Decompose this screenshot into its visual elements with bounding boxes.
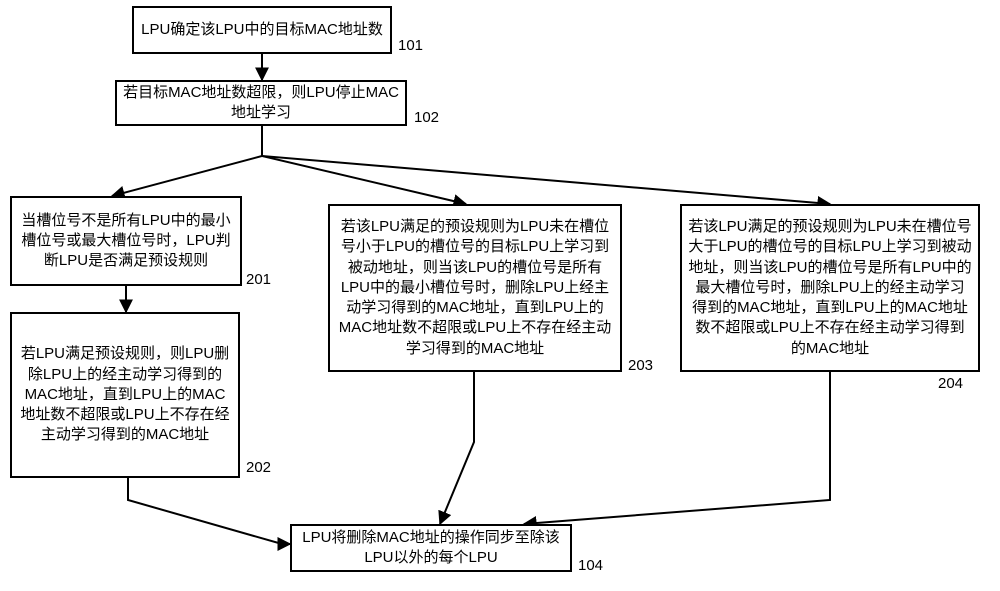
node-202: 若LPU满足预设规则，则LPU删除LPU上的经主动学习得到的MAC地址，直到LP… [10, 312, 240, 478]
node-203: 若该LPU满足的预设规则为LPU未在槽位号小于LPU的槽位号的目标LPU上学习到… [328, 204, 622, 372]
label-202: 202 [246, 460, 271, 475]
edge-n102-n203 [262, 126, 466, 204]
edge-n202-n104 [128, 478, 290, 544]
label-201: 201 [246, 272, 271, 287]
node-203-text: 若该LPU满足的预设规则为LPU未在槽位号小于LPU的槽位号的目标LPU上学习到… [336, 217, 614, 359]
label-203: 203 [628, 358, 653, 373]
node-102: 若目标MAC地址数超限，则LPU停止MAC地址学习 [115, 80, 407, 126]
node-204: 若该LPU满足的预设规则为LPU未在槽位号大于LPU的槽位号的目标LPU上学习到… [680, 204, 980, 372]
node-201-text: 当槽位号不是所有LPU中的最小槽位号或最大槽位号时，LPU判断LPU是否满足预设… [18, 211, 234, 272]
label-101: 101 [398, 38, 423, 53]
node-101: LPU确定该LPU中的目标MAC地址数 [132, 6, 392, 54]
node-101-text: LPU确定该LPU中的目标MAC地址数 [141, 20, 383, 40]
edge-n203-n104 [440, 372, 474, 524]
node-202-text: 若LPU满足预设规则，则LPU删除LPU上的经主动学习得到的MAC地址，直到LP… [18, 344, 232, 445]
edge-n204-n104 [524, 372, 830, 524]
node-102-text: 若目标MAC地址数超限，则LPU停止MAC地址学习 [123, 83, 399, 124]
node-201: 当槽位号不是所有LPU中的最小槽位号或最大槽位号时，LPU判断LPU是否满足预设… [10, 196, 242, 286]
edge-n102-n204 [262, 126, 830, 204]
node-204-text: 若该LPU满足的预设规则为LPU未在槽位号大于LPU的槽位号的目标LPU上学习到… [688, 217, 972, 359]
label-102: 102 [414, 110, 439, 125]
edge-n102-n201 [112, 126, 262, 196]
label-104: 104 [578, 558, 603, 573]
node-104-text: LPU将删除MAC地址的操作同步至除该LPU以外的每个LPU [298, 528, 564, 569]
node-104: LPU将删除MAC地址的操作同步至除该LPU以外的每个LPU [290, 524, 572, 572]
label-204: 204 [938, 376, 963, 391]
